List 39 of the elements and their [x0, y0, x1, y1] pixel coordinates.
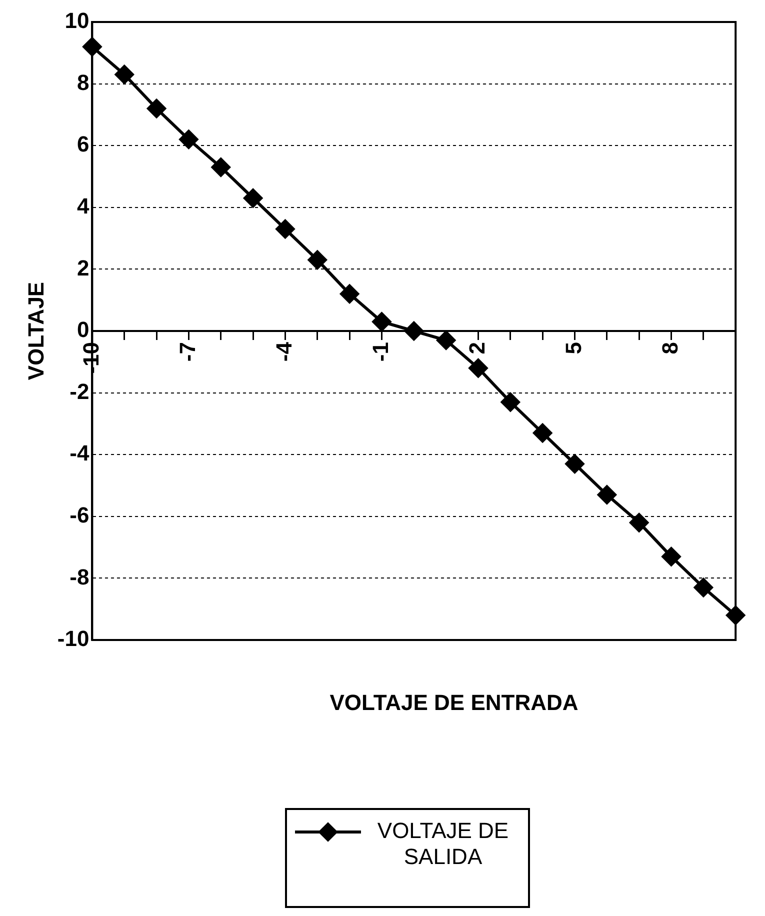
y-tick-label: 8 — [76, 70, 90, 95]
x-tick-label: -7 — [174, 342, 200, 362]
y-tick-label: -8 — [70, 564, 90, 590]
point — [244, 188, 263, 208]
legend-label: VOLTAJE DE SALIDA — [376, 818, 510, 870]
point — [565, 454, 584, 474]
point — [533, 423, 552, 442]
point — [179, 130, 198, 149]
point — [694, 578, 713, 597]
y-tick-label: -10 — [57, 626, 90, 652]
point — [404, 322, 424, 340]
point — [114, 65, 134, 84]
y-tick-label: -4 — [70, 440, 90, 466]
point — [308, 250, 327, 270]
point — [147, 99, 166, 118]
x-tick-label: 8 — [657, 342, 682, 354]
y-tick-label: 6 — [76, 132, 90, 157]
y-tick-label: 0 — [76, 317, 90, 342]
point — [372, 312, 392, 332]
point — [340, 284, 360, 304]
y-tick-label: 10 — [64, 8, 90, 34]
x-axis-title: VOLTAJE DE ENTRADA — [328, 690, 580, 716]
y-tick-label: -6 — [70, 502, 90, 528]
point — [211, 158, 230, 177]
y-tick-label: 4 — [76, 193, 90, 218]
point — [276, 220, 295, 239]
point — [630, 513, 649, 532]
y-tick-label: -2 — [70, 378, 90, 404]
x-tick-label: -4 — [271, 341, 296, 362]
point — [662, 547, 681, 566]
y-axis-title: VOLTAJE — [23, 282, 48, 380]
point — [597, 485, 616, 504]
x-tick-label: -1 — [368, 342, 393, 362]
x-tick-label: 2 — [464, 342, 490, 354]
x-tick-label: 5 — [560, 342, 586, 354]
point — [436, 330, 456, 350]
y-tick-label: 2 — [76, 255, 90, 280]
point — [500, 392, 520, 412]
point — [468, 358, 488, 378]
